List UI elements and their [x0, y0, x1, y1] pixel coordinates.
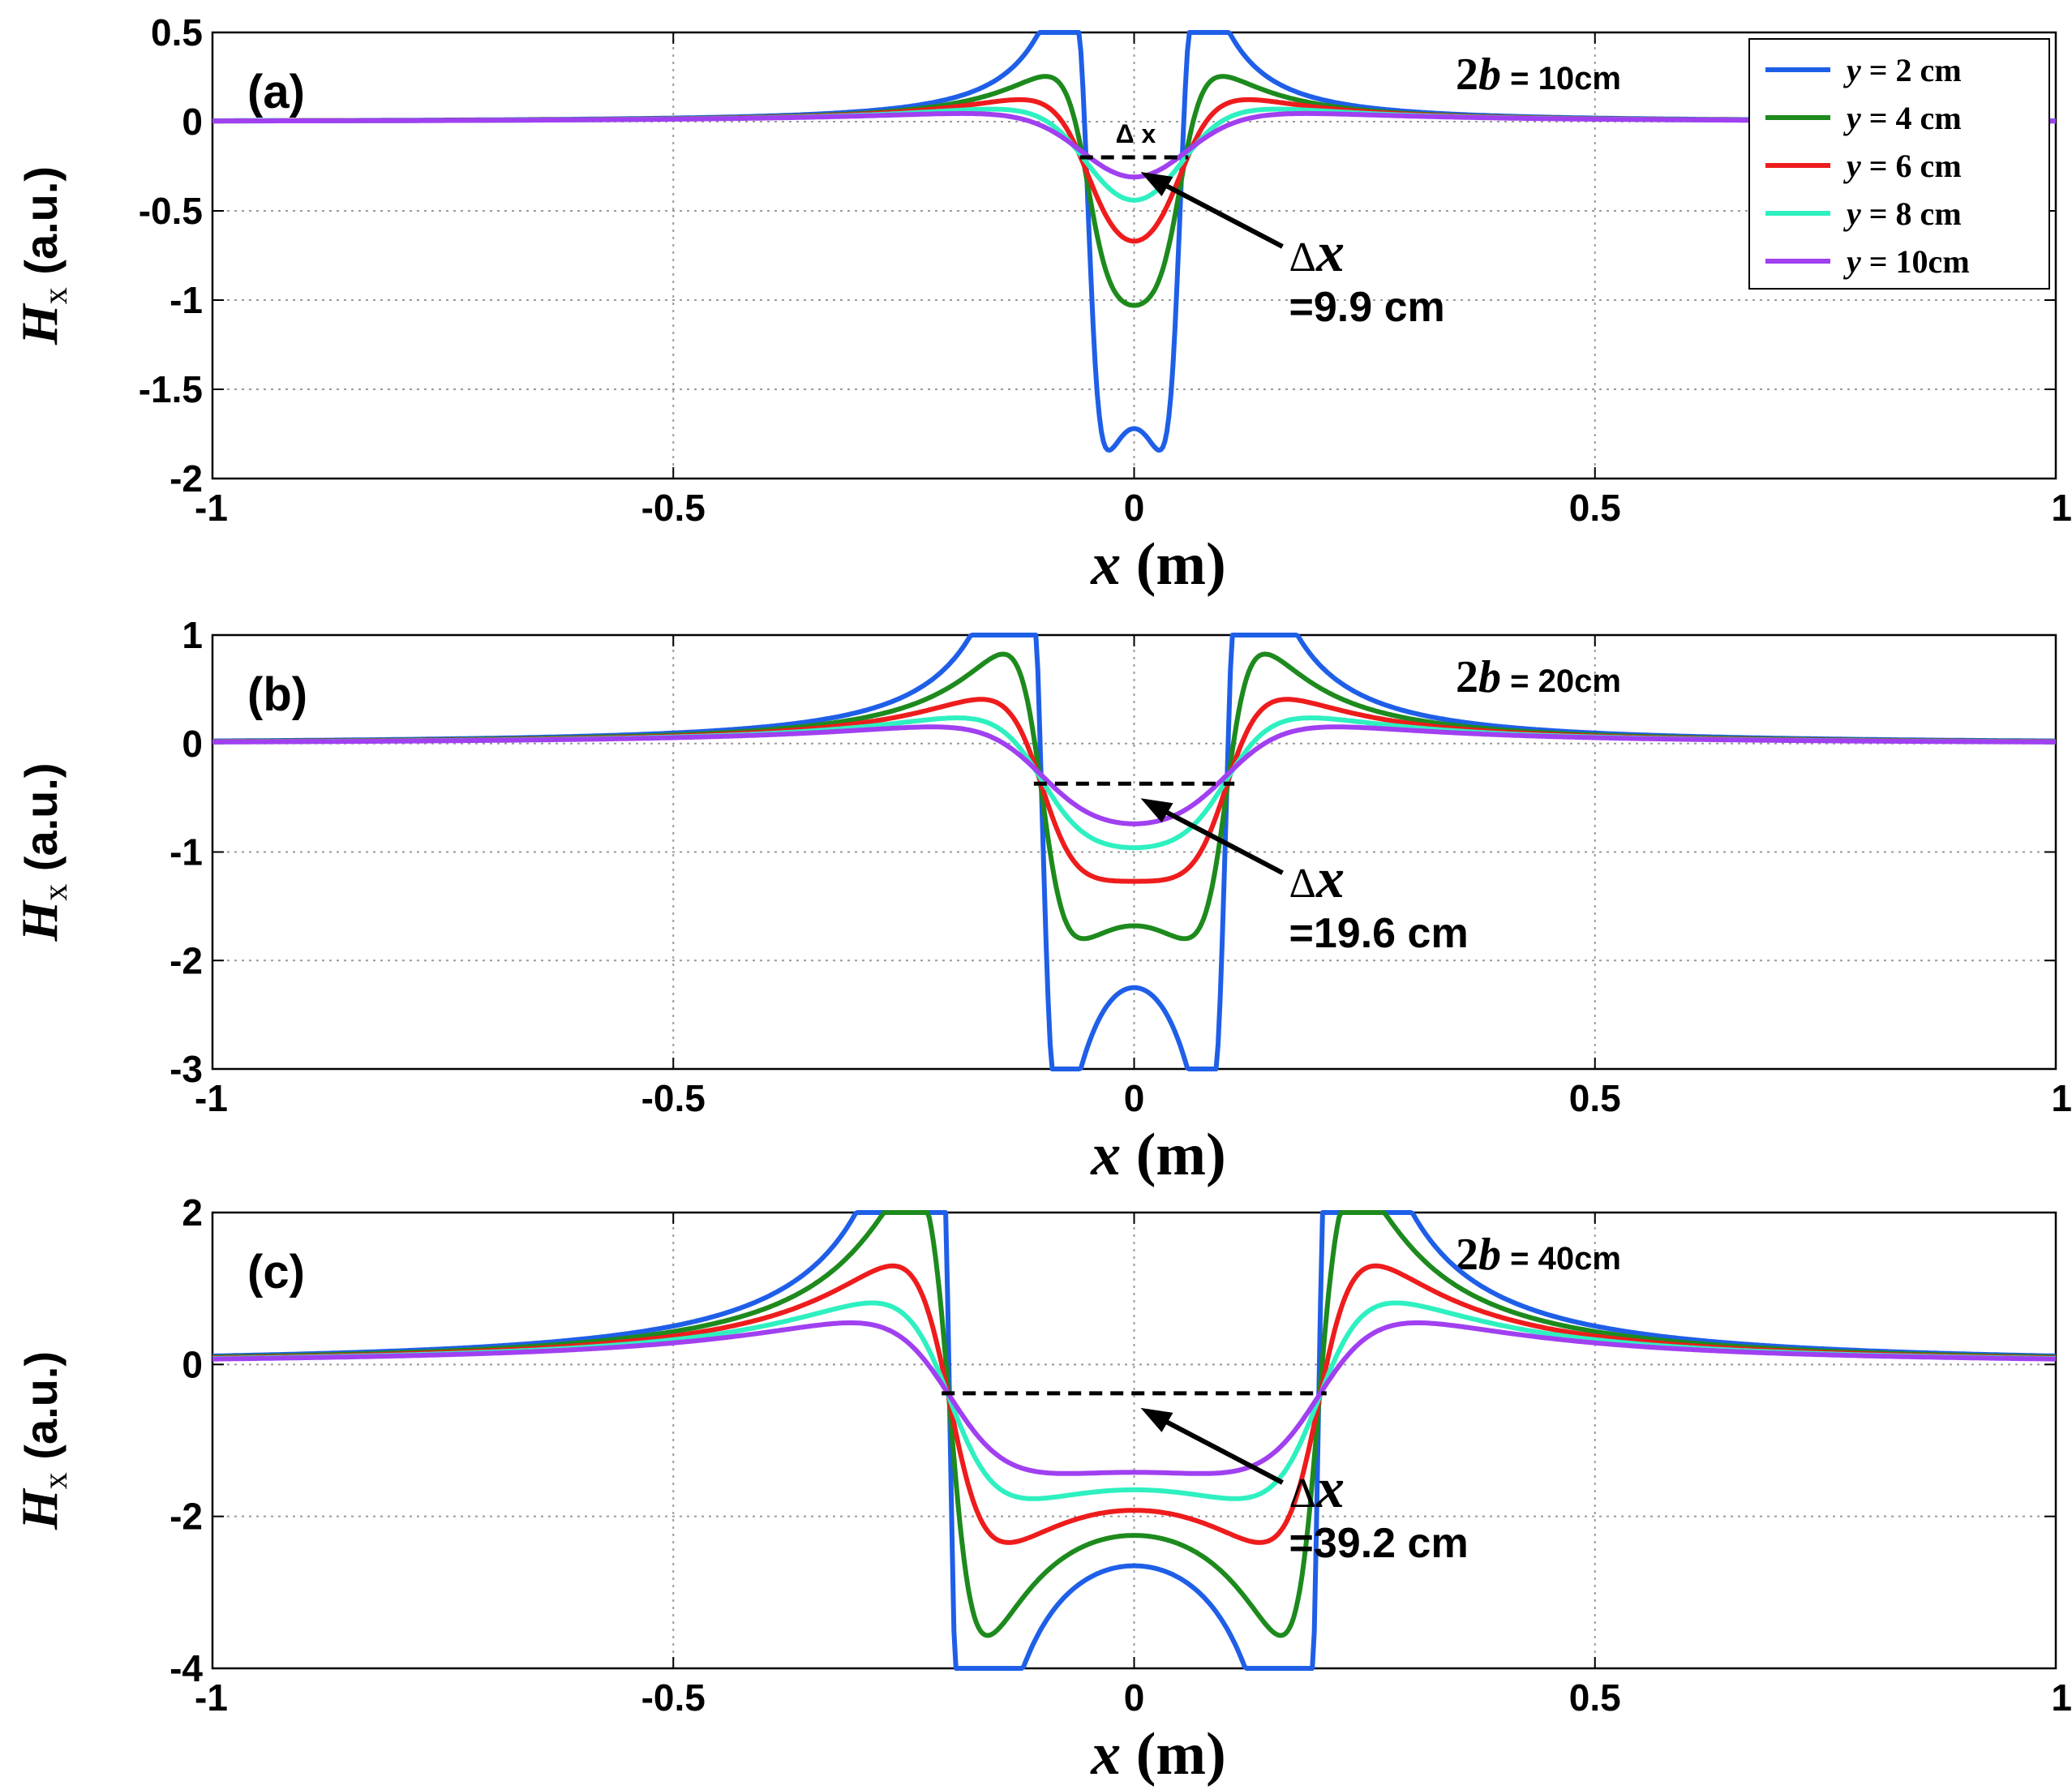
x-tick-label: 0 [1124, 1077, 1145, 1119]
x-axis-label: x (m) [1090, 531, 1225, 598]
legend: y = 2 cm y = 4 cm y = 6 cm y = 8 cm y = 10cm [1748, 38, 2050, 290]
panel-label: (a) [247, 66, 305, 118]
x-tick-label: 1 [2051, 1077, 2072, 1119]
delta-x-value: =9.9 cm [1289, 284, 1445, 331]
series-line-1 [212, 1210, 2057, 1671]
delta-x-arrow [1157, 1415, 1284, 1485]
x-tick-label: -0.5 [641, 487, 706, 529]
y-axis-label: Hx (a.u.) [11, 762, 75, 942]
y-tick-label: 0 [182, 723, 203, 765]
x-axis-label: x (m) [1090, 1122, 1225, 1188]
legend-label-2: y = 4 cm [1843, 100, 1962, 136]
series-line-5 [212, 724, 2057, 826]
y-tick-label: 1 [182, 614, 203, 656]
x-tick-label: 0 [1124, 487, 1145, 529]
y-tick-label: -2 [169, 939, 203, 981]
x-tick-label: -1 [195, 1676, 228, 1719]
y-tick-label: -1 [169, 831, 203, 874]
y-tick-label: 0 [182, 1343, 203, 1385]
legend-label-3: y = 6 cm [1843, 148, 1962, 184]
y-tick-label: 2 [182, 1191, 203, 1234]
panel-2: -1 -0.5 0 0.5 1 1 0 -1 -2 -3 x (m) Hx (a.u.) (b) 2b =… [11, 614, 2072, 1188]
y-tick-label: -1 [169, 279, 203, 321]
x-tick-label: 0 [1124, 1676, 1145, 1719]
x-tick-label: -1 [195, 1077, 228, 1119]
delta-x-value: =19.6 cm [1289, 910, 1469, 957]
x-tick-label: -0.5 [641, 1077, 706, 1119]
legend-label-1: y = 2 cm [1843, 52, 1962, 88]
y-tick-label: -2 [169, 1496, 203, 1538]
delta-x-arrowhead [1140, 172, 1173, 196]
legend-label-4: y = 8 cm [1843, 195, 1962, 232]
x-axis-label: x (m) [1090, 1721, 1225, 1788]
panel-3: -1 -0.5 0 0.5 120-2-4x (m)Hx (a.u.)(c) 2b = 4… [11, 1191, 2072, 1788]
y-tick-label: 0 [182, 101, 203, 143]
legend-label-5: y = 10cm [1843, 243, 1970, 280]
y-tick-label: -0.5 [139, 190, 203, 232]
panel-label: (b) [247, 668, 307, 721]
y-tick-label: -3 [169, 1048, 203, 1090]
delta-x-value: =39.2 cm [1289, 1520, 1469, 1567]
x-tick-label: 0.5 [1569, 1077, 1621, 1119]
x-tick-label: -0.5 [641, 1676, 706, 1719]
width-annotation: 2b = 20cm [1456, 652, 1621, 702]
y-axis-label: Hx (a.u.) [11, 166, 75, 346]
x-tick-label: -1 [195, 487, 228, 529]
y-tick-label: -2 [169, 457, 203, 500]
delta-x-arrowhead [1140, 1407, 1173, 1432]
series-line-5 [212, 1320, 2057, 1476]
y-tick-label: -4 [169, 1647, 203, 1689]
x-tick-label: 0.5 [1569, 487, 1621, 529]
delta-x-arrow [1157, 805, 1284, 875]
x-tick-label: 1 [2051, 487, 2072, 529]
y-tick-label: -1.5 [139, 368, 203, 410]
x-tick-label: 0.5 [1569, 1676, 1621, 1719]
x-tick-label: 1 [2051, 1676, 2072, 1719]
delta-x-symbol: Δx [1289, 848, 1345, 910]
width-annotation: 2b = 10cm [1456, 49, 1621, 100]
delta-x-small-label: Δ x [1116, 119, 1156, 148]
delta-x-symbol: Δx [1289, 221, 1345, 284]
delta-x-arrowhead [1140, 798, 1173, 823]
panel-label: (c) [247, 1246, 305, 1299]
delta-x-symbol: Δx [1289, 1457, 1345, 1520]
y-tick-label: 0.5 [151, 11, 203, 54]
delta-x-arrow [1157, 179, 1284, 249]
y-axis-label: Hx (a.u.) [11, 1351, 75, 1530]
